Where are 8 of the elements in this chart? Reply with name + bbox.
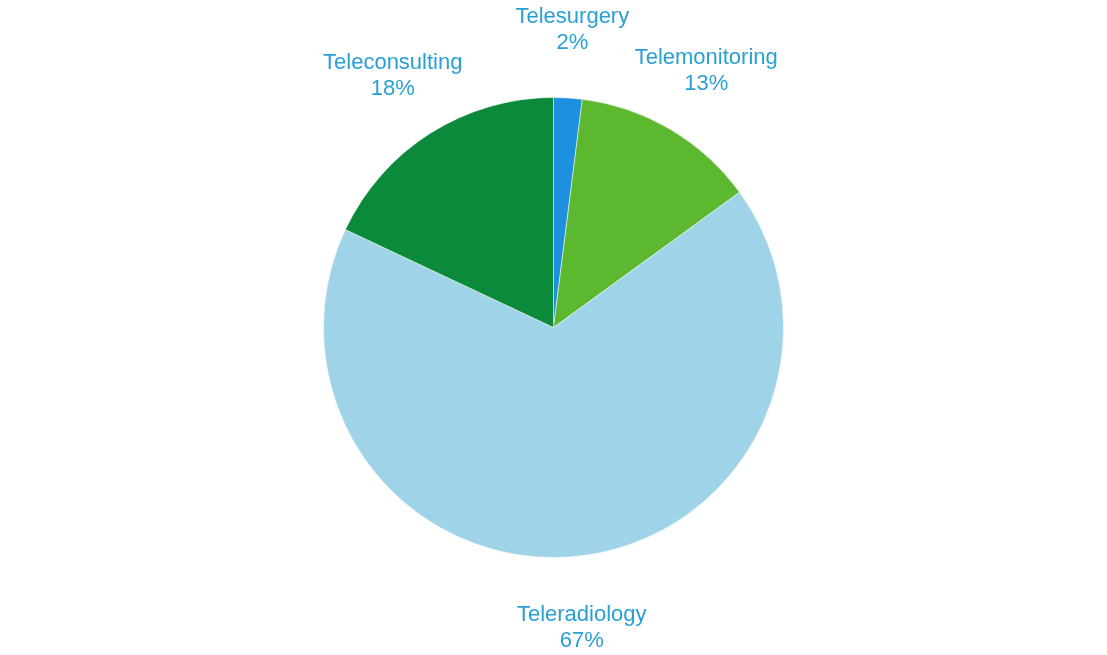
slice-label: Telesurgery [515,3,630,29]
data-label: 2% [556,29,589,55]
slice-label: Teleradiology [516,601,647,627]
data-label: 67% [559,627,604,653]
data-label: 13% [684,70,729,96]
slice-label: Teleconsulting [323,49,463,75]
slice-label: Telemonitoring [634,44,778,70]
data-label: 18% [370,75,415,101]
